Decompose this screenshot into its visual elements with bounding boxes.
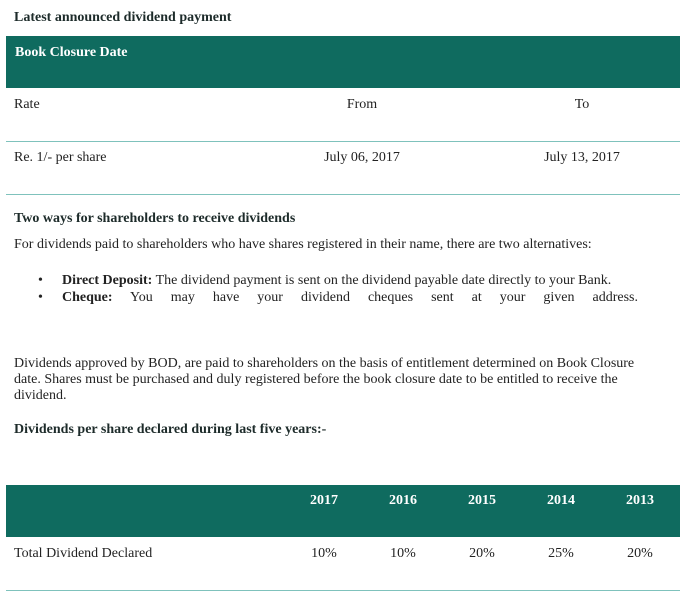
cheque-label: Cheque: (62, 290, 113, 305)
column-to: To (574, 97, 590, 112)
five-years-heading: Dividends per share declared during last… (14, 422, 327, 437)
rate-value: Re. 1/- per share (14, 150, 107, 165)
column-rate: Rate (14, 97, 40, 112)
bullet-icon: • (38, 290, 43, 305)
total-dividend-row: Total Dividend Declared 10% 10% 20% 25% … (6, 538, 680, 591)
dividend-2016-value: 10% (390, 546, 416, 561)
bod-note: Dividends approved by BOD, are paid to s… (14, 356, 635, 403)
book-closure-values-row: Re. 1/- per share July 06, 2017 July 13,… (6, 142, 680, 195)
dividend-2014-value: 25% (548, 546, 574, 561)
direct-deposit-text: The dividend payment is sent on the divi… (152, 273, 612, 288)
latest-dividend-title: Latest announced dividend payment (14, 10, 232, 25)
column-from: From (346, 97, 378, 112)
ways-list: • Direct Deposit: The dividend payment i… (14, 272, 638, 306)
year-2017: 2017 (310, 493, 338, 508)
total-dividend-label: Total Dividend Declared (14, 546, 153, 561)
year-2014: 2014 (547, 493, 575, 508)
ways-heading: Two ways for shareholders to receive div… (14, 211, 296, 226)
book-closure-columns-row: Rate From To (6, 89, 680, 142)
dividend-2017-value: 10% (311, 546, 337, 561)
list-item-direct-deposit: • Direct Deposit: The dividend payment i… (14, 272, 638, 289)
dividend-2013-value: 20% (627, 546, 653, 561)
direct-deposit-label: Direct Deposit: (62, 273, 153, 288)
year-2016: 2016 (389, 493, 417, 508)
dividend-years-header: 2017 2016 2015 2014 2013 (6, 485, 680, 537)
year-2013: 2013 (626, 493, 654, 508)
from-date-value: July 06, 2017 (324, 150, 400, 165)
to-date-value: July 13, 2017 (544, 150, 620, 165)
year-2015: 2015 (468, 493, 496, 508)
list-item-cheque: • Cheque: You may have your dividend che… (14, 289, 638, 306)
book-closure-header-label: Book Closure Date (15, 45, 128, 60)
dividend-2015-value: 20% (469, 546, 495, 561)
cheque-text: You may have your dividend cheques sent … (112, 290, 638, 305)
book-closure-header: Book Closure Date (6, 36, 680, 88)
ways-intro: For dividends paid to shareholders who h… (14, 237, 592, 252)
bullet-icon: • (38, 273, 43, 288)
